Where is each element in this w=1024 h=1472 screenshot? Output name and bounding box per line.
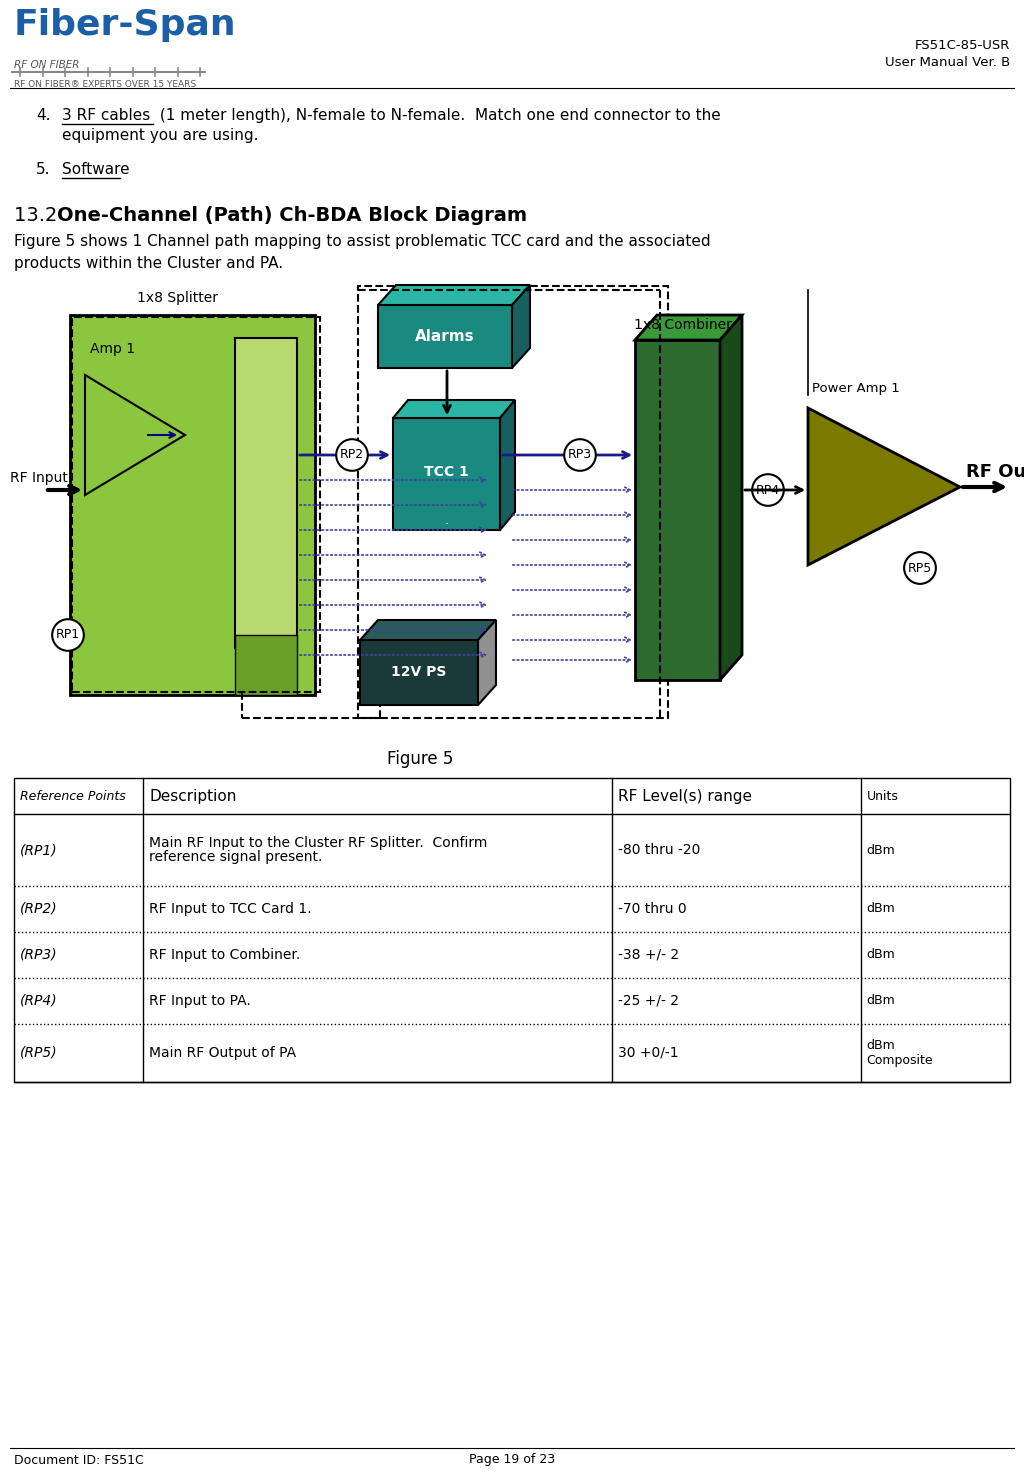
Text: Fiber-Span: Fiber-Span [14,7,237,43]
Text: .: . [444,514,449,527]
Text: 3 RF cables: 3 RF cables [62,107,151,124]
Text: Alarms: Alarms [415,330,475,344]
Text: (RP4): (RP4) [20,994,57,1008]
Text: Software: Software [62,162,130,177]
Text: RP1: RP1 [56,629,80,642]
Bar [393,418,500,530]
Text: 30 +0/-1: 30 +0/-1 [617,1047,678,1060]
Text: dBm: dBm [866,1039,895,1052]
Text: 1x8 Combiner: 1x8 Combiner [634,318,731,333]
Polygon shape [500,400,515,530]
Text: 4.: 4. [36,107,50,124]
Text: Units: Units [866,789,898,802]
Text: User Manual Ver. B: User Manual Ver. B [885,56,1010,69]
Text: Main RF Output of PA: Main RF Output of PA [150,1047,297,1060]
Text: (1 meter length), N-female to N-female.  Match one end connector to the: (1 meter length), N-female to N-female. … [155,107,721,124]
Text: dBm: dBm [866,843,895,857]
Text: products within the Cluster and PA.: products within the Cluster and PA. [14,256,283,271]
Bar [70,315,315,695]
Text: Description: Description [150,789,237,804]
Bar [72,316,319,692]
Bar [14,779,1010,1082]
Bar [378,305,512,368]
Text: 13.2: 13.2 [14,206,63,225]
Text: RF Level(s) range: RF Level(s) range [617,789,752,804]
Polygon shape [478,620,496,705]
Text: (RP2): (RP2) [20,902,57,916]
Text: Power Amp 1: Power Amp 1 [812,383,900,394]
Text: RP4: RP4 [756,483,780,496]
Text: Main RF Input to the Cluster RF Splitter.  Confirm: Main RF Input to the Cluster RF Splitter… [150,836,487,849]
Text: FS51C-85-USR: FS51C-85-USR [914,38,1010,52]
Text: 1x8 Splitter: 1x8 Splitter [137,291,218,305]
Text: Amp 1: Amp 1 [90,342,135,356]
Polygon shape [360,620,496,640]
Text: RF ON FIBER: RF ON FIBER [14,60,80,71]
Text: Figure 5: Figure 5 [387,751,454,768]
Text: RP5: RP5 [908,561,932,574]
Text: (RP3): (RP3) [20,948,57,963]
Text: RF Input to TCC Card 1.: RF Input to TCC Card 1. [150,902,312,916]
Text: Figure 5 shows 1 Channel path mapping to assist problematic TCC card and the ass: Figure 5 shows 1 Channel path mapping to… [14,234,711,249]
Text: dBm: dBm [866,995,895,1007]
Text: RP3: RP3 [568,449,592,462]
Text: -80 thru -20: -80 thru -20 [617,843,700,857]
Text: RF ON FIBER® EXPERTS OVER 15 YEARS: RF ON FIBER® EXPERTS OVER 15 YEARS [14,79,197,88]
Text: 12V PS: 12V PS [391,665,446,680]
Polygon shape [512,286,530,368]
Bar [234,634,297,695]
Text: Page 19 of 23: Page 19 of 23 [469,1453,555,1466]
Bar [234,339,297,648]
Text: One-Channel (Path) Ch-BDA Block Diagram: One-Channel (Path) Ch-BDA Block Diagram [57,206,527,225]
Text: Composite: Composite [866,1054,933,1067]
Polygon shape [808,408,961,565]
Polygon shape [378,286,530,305]
Bar [360,640,478,705]
Text: Reference Points: Reference Points [20,789,126,802]
Text: RF Input: RF Input [10,471,68,484]
Text: 5.: 5. [36,162,50,177]
Text: (RP1): (RP1) [20,843,57,857]
Polygon shape [720,315,742,680]
Text: equipment you are using.: equipment you are using. [62,128,258,143]
Polygon shape [635,315,742,340]
Polygon shape [85,375,185,495]
Text: dBm: dBm [866,948,895,961]
Text: TCC 1: TCC 1 [424,465,469,478]
Text: RP2: RP2 [340,449,365,462]
Text: -70 thru 0: -70 thru 0 [617,902,686,916]
Text: dBm: dBm [866,902,895,916]
Bar [358,286,668,718]
Text: RF Input to PA.: RF Input to PA. [150,994,251,1008]
Text: Document ID: FS51C: Document ID: FS51C [14,1453,143,1466]
Text: -38 +/- 2: -38 +/- 2 [617,948,679,963]
Text: (RP5): (RP5) [20,1047,57,1060]
Bar [635,340,720,680]
Polygon shape [393,400,515,418]
Text: -25 +/- 2: -25 +/- 2 [617,994,679,1008]
Text: RF Input to Combiner.: RF Input to Combiner. [150,948,301,963]
Text: RF Output: RF Output [966,464,1024,481]
Text: reference signal present.: reference signal present. [150,851,323,864]
